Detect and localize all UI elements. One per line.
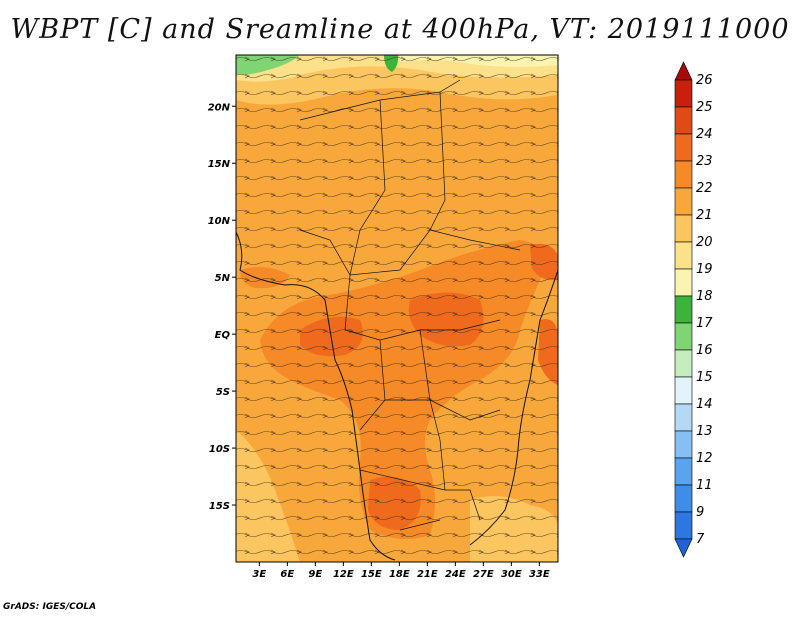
lon-tick-label: 3E bbox=[252, 569, 266, 580]
lon-tick-label: 18E bbox=[389, 569, 410, 580]
colorbar: 7 9 11 12 13 14 15 16 17 18 19 20 21 22 23 24 25 26 bbox=[674, 61, 713, 558]
colorbar-label: 15 bbox=[696, 370, 713, 385]
colorbar-label: 19 bbox=[696, 262, 713, 277]
lon-tick-label: 21E bbox=[417, 569, 438, 580]
map-title: WBPT [C] and Sreamline at 400hPa, VT: 20… bbox=[10, 14, 790, 45]
lon-tick-label: 27E bbox=[473, 569, 494, 580]
colorbar-swatch bbox=[674, 295, 693, 324]
colorbar-bottom-arrow bbox=[674, 538, 693, 558]
colorbar-label: 9 bbox=[696, 505, 704, 520]
country-borders bbox=[299, 79, 521, 531]
colorbar-label: 11 bbox=[696, 478, 713, 493]
colorbar-swatch bbox=[674, 79, 693, 108]
colorbar-swatch bbox=[674, 511, 693, 540]
east-coastline bbox=[469, 269, 558, 546]
colorbar-label: 17 bbox=[696, 316, 713, 331]
colorbar-swatch bbox=[674, 214, 693, 243]
colorbar-swatch bbox=[674, 484, 693, 513]
grads-credit: GrADS: IGES/COLA bbox=[3, 602, 97, 612]
longitude-axis: 3E 6E 9E 12E 15E 18E 21E 24E 27E 30E 33E bbox=[252, 562, 550, 580]
lat-tick-label: 15S bbox=[209, 501, 230, 512]
colorbar-swatch bbox=[674, 322, 693, 351]
lon-tick-label: 9E bbox=[308, 569, 322, 580]
lat-tick-label: 5N bbox=[215, 273, 231, 284]
colorbar-swatch bbox=[674, 376, 693, 405]
colorbar-label: 14 bbox=[696, 397, 713, 412]
colorbar-swatch bbox=[674, 160, 693, 189]
colorbar-label: 24 bbox=[696, 127, 713, 142]
lat-tick-label: EQ bbox=[215, 330, 231, 341]
colorbar-label: 21 bbox=[696, 208, 713, 223]
colorbar-label: 13 bbox=[696, 424, 713, 439]
colorbar-swatch bbox=[674, 241, 693, 270]
colorbar-label: 12 bbox=[696, 451, 713, 466]
lat-tick-label: 10N bbox=[208, 216, 231, 227]
colorbar-swatch bbox=[674, 457, 693, 486]
lon-tick-label: 24E bbox=[445, 569, 466, 580]
plot-frame bbox=[235, 54, 559, 563]
colorbar-swatch bbox=[674, 133, 693, 162]
lat-tick-label: 20N bbox=[208, 102, 231, 113]
colorbar-swatch bbox=[674, 430, 693, 459]
streamlines bbox=[236, 55, 558, 562]
lat-tick-label: 10S bbox=[209, 444, 230, 455]
colorbar-label: 18 bbox=[696, 289, 713, 304]
colorbar-label: 20 bbox=[696, 235, 713, 250]
lon-tick-label: 15E bbox=[361, 569, 382, 580]
lon-tick-label: 30E bbox=[501, 569, 522, 580]
colorbar-swatch bbox=[674, 268, 693, 297]
lon-tick-label: 33E bbox=[529, 569, 550, 580]
heatmap-field bbox=[236, 55, 558, 562]
colorbar-top-arrow bbox=[674, 61, 693, 81]
lon-tick-label: 12E bbox=[333, 569, 354, 580]
colorbar-swatch bbox=[674, 349, 693, 378]
colorbar-label: 22 bbox=[696, 181, 713, 196]
lon-tick-label: 6E bbox=[280, 569, 294, 580]
lat-tick-label: 15N bbox=[208, 159, 231, 170]
colorbar-swatch bbox=[674, 187, 693, 216]
west-coastline bbox=[236, 231, 396, 561]
lat-tick-label: 5S bbox=[216, 387, 230, 398]
colorbar-swatch bbox=[674, 106, 693, 135]
colorbar-label: 25 bbox=[696, 100, 713, 115]
colorbar-label: 26 bbox=[696, 73, 713, 88]
colorbar-label: 7 bbox=[696, 532, 705, 547]
latitude-axis: 20N 15N 10N 5N EQ 5S 10S 15S bbox=[208, 102, 236, 512]
colorbar-label: 23 bbox=[696, 154, 713, 169]
colorbar-label: 16 bbox=[696, 343, 713, 358]
colorbar-swatch bbox=[674, 403, 693, 432]
